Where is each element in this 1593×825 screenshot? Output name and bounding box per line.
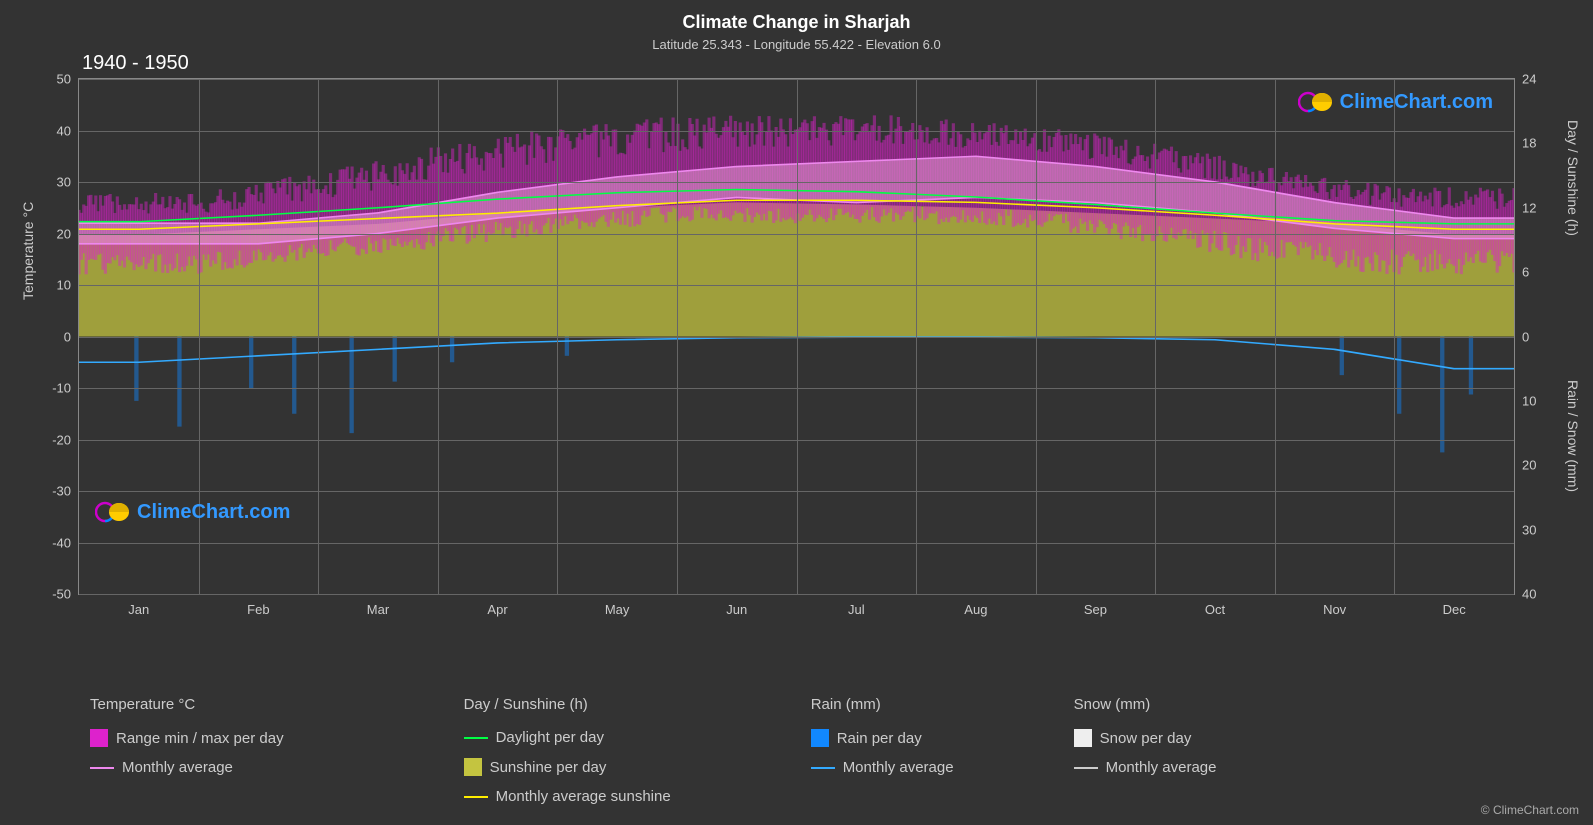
legend-snow: Snow (mm) Snow per day Monthly average <box>1074 696 1217 805</box>
y-tick-left: 40 <box>57 123 79 138</box>
swatch-sunshine-avg <box>464 796 488 798</box>
y-axis-right-label-rain: Rain / Snow (mm) <box>1565 380 1581 492</box>
x-tick-month: Apr <box>487 594 507 617</box>
x-tick-month: Mar <box>367 594 389 617</box>
legend-temperature: Temperature °C Range min / max per day M… <box>90 696 284 805</box>
y-tick-right: 18 <box>1514 136 1536 151</box>
x-tick-month: Jun <box>726 594 747 617</box>
copyright: © ClimeChart.com <box>1481 803 1579 817</box>
y-axis-left-label: Temperature °C <box>20 202 36 300</box>
climechart-logo-icon <box>95 500 131 524</box>
legend-sunshine-avg-label: Monthly average sunshine <box>496 788 671 805</box>
x-tick-month: Jul <box>848 594 865 617</box>
chart-subtitle: Latitude 25.343 - Longitude 55.422 - Ele… <box>0 33 1593 52</box>
y-tick-left: -50 <box>52 587 79 602</box>
watermark-top: ClimeChart.com <box>1298 90 1493 114</box>
legend-day-heading: Day / Sunshine (h) <box>464 696 671 713</box>
y-tick-left: -40 <box>52 535 79 550</box>
legend-temp-heading: Temperature °C <box>90 696 284 713</box>
x-tick-month: Aug <box>964 594 987 617</box>
climate-chart: Climate Change in Sharjah Latitude 25.34… <box>0 0 1593 825</box>
legend-rain-perday: Rain per day <box>811 729 954 747</box>
swatch-temp-avg <box>90 767 114 769</box>
swatch-snow <box>1074 729 1092 747</box>
x-tick-month: Dec <box>1443 594 1466 617</box>
y-tick-left: -20 <box>52 432 79 447</box>
y-tick-right: 30 <box>1514 522 1536 537</box>
plot-area: 50403020100-10-20-30-40-5024181260102030… <box>78 78 1515 595</box>
legend-rain-avg: Monthly average <box>811 759 954 776</box>
y-tick-left: 20 <box>57 226 79 241</box>
legend-sunshine: Sunshine per day <box>464 758 671 776</box>
watermark-text: ClimeChart.com <box>1340 91 1493 114</box>
legend-snow-heading: Snow (mm) <box>1074 696 1217 713</box>
legend-daylight: Daylight per day <box>464 729 671 746</box>
legend-temp-avg-label: Monthly average <box>122 759 233 776</box>
legend-snow-avg-label: Monthly average <box>1106 759 1217 776</box>
legend-temp-avg: Monthly average <box>90 759 284 776</box>
x-tick-month: Oct <box>1205 594 1225 617</box>
period-label: 1940 - 1950 <box>82 52 189 75</box>
x-tick-month: May <box>605 594 630 617</box>
legend-rain-heading: Rain (mm) <box>811 696 954 713</box>
swatch-rain-avg <box>811 767 835 769</box>
legend-temp-range-label: Range min / max per day <box>116 730 284 747</box>
legend-day: Day / Sunshine (h) Daylight per day Suns… <box>464 696 671 805</box>
legend-rain: Rain (mm) Rain per day Monthly average <box>811 696 954 805</box>
x-tick-month: Feb <box>247 594 269 617</box>
y-tick-right: 20 <box>1514 458 1536 473</box>
y-tick-right: 40 <box>1514 587 1536 602</box>
legend-snow-perday: Snow per day <box>1074 729 1217 747</box>
y-tick-left: 50 <box>57 72 79 87</box>
y-tick-left: 0 <box>64 329 79 344</box>
x-tick-month: Nov <box>1323 594 1346 617</box>
y-tick-left: -30 <box>52 484 79 499</box>
legend-sunshine-avg: Monthly average sunshine <box>464 788 671 805</box>
y-axis-right-label-sunshine: Day / Sunshine (h) <box>1565 120 1581 236</box>
legend-snow-avg: Monthly average <box>1074 759 1217 776</box>
swatch-rain <box>811 729 829 747</box>
swatch-snow-avg <box>1074 767 1098 769</box>
y-tick-right: 10 <box>1514 393 1536 408</box>
swatch-temp-range <box>90 729 108 747</box>
y-tick-right: 12 <box>1514 200 1536 215</box>
chart-title: Climate Change in Sharjah <box>0 0 1593 33</box>
y-tick-right: 24 <box>1514 72 1536 87</box>
legend-rain-avg-label: Monthly average <box>843 759 954 776</box>
x-tick-month: Jan <box>128 594 149 617</box>
watermark-bottom: ClimeChart.com <box>95 500 290 524</box>
y-tick-left: -10 <box>52 381 79 396</box>
watermark-text: ClimeChart.com <box>137 501 290 524</box>
legend-rain-label: Rain per day <box>837 730 922 747</box>
climechart-logo-icon <box>1298 90 1334 114</box>
x-tick-month: Sep <box>1084 594 1107 617</box>
swatch-sunshine <box>464 758 482 776</box>
swatch-daylight <box>464 737 488 739</box>
legend-temp-range: Range min / max per day <box>90 729 284 747</box>
y-tick-right: 0 <box>1514 329 1529 344</box>
legend-snow-label: Snow per day <box>1100 730 1192 747</box>
legend-daylight-label: Daylight per day <box>496 729 604 746</box>
y-tick-left: 30 <box>57 175 79 190</box>
legend-sunshine-label: Sunshine per day <box>490 759 607 776</box>
legend: Temperature °C Range min / max per day M… <box>90 696 1533 805</box>
y-tick-right: 6 <box>1514 265 1529 280</box>
y-tick-left: 10 <box>57 278 79 293</box>
